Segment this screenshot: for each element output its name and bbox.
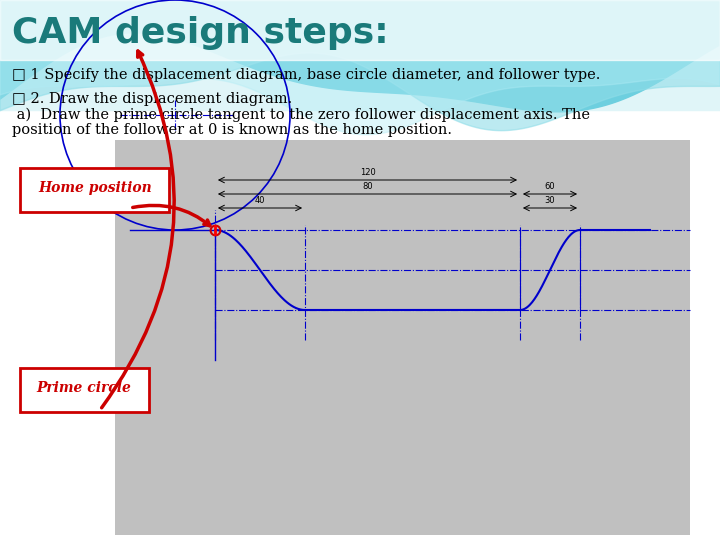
Text: CAM design steps:: CAM design steps: bbox=[12, 16, 389, 50]
Text: 120: 120 bbox=[359, 168, 375, 177]
Text: 40: 40 bbox=[255, 196, 265, 205]
Text: a)  Draw the prime circle tangent to the zero follower displacement axis. The: a) Draw the prime circle tangent to the … bbox=[12, 108, 590, 123]
Text: 60: 60 bbox=[545, 182, 555, 191]
Text: Home position: Home position bbox=[38, 181, 152, 195]
Text: 80: 80 bbox=[362, 182, 373, 191]
Text: □ 1 Specify the displacement diagram, base circle diameter, and follower type.: □ 1 Specify the displacement diagram, ba… bbox=[12, 68, 600, 82]
FancyBboxPatch shape bbox=[20, 168, 169, 212]
Polygon shape bbox=[115, 140, 690, 535]
FancyBboxPatch shape bbox=[20, 368, 149, 412]
Text: 30: 30 bbox=[545, 196, 555, 205]
Text: □ 2. Draw the displacement diagram.: □ 2. Draw the displacement diagram. bbox=[12, 92, 292, 106]
Text: position of the follower at 0 is known as the home position.: position of the follower at 0 is known a… bbox=[12, 123, 452, 137]
Text: Prime circle: Prime circle bbox=[37, 381, 132, 395]
